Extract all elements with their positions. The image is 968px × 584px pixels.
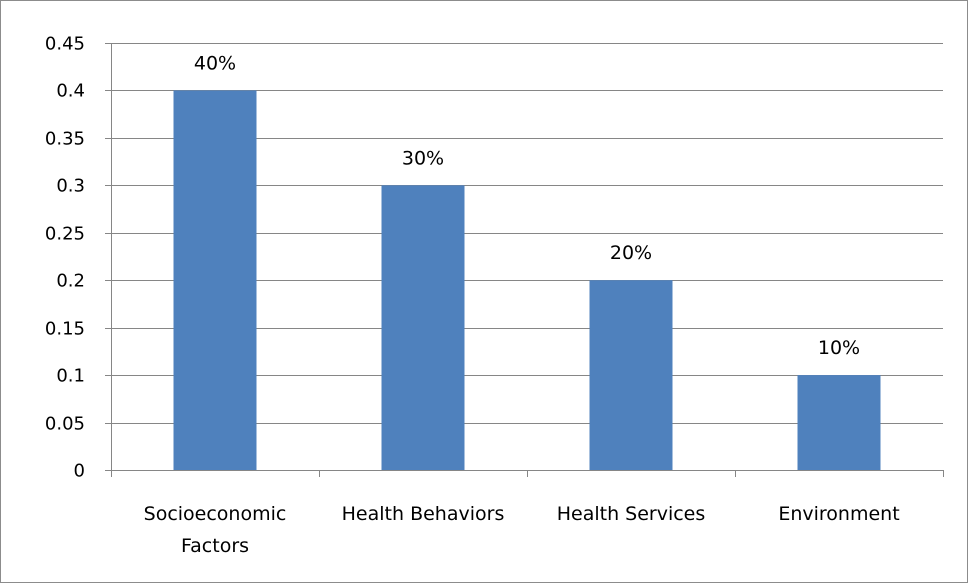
bar [173,90,257,471]
data-label: 30% [402,147,444,169]
x-category-label: Health Behaviors [342,503,505,525]
x-category-label: Socioeconomic [144,503,287,525]
y-tick-label: 0.4 [56,81,85,102]
bar [381,185,465,471]
bars [173,90,881,471]
bar [589,280,673,470]
y-tick-label: 0.15 [45,319,85,340]
y-tick-label: 0.05 [45,414,85,435]
y-tick-label: 0.1 [56,366,85,387]
data-label: 40% [194,52,236,74]
y-tick-label: 0.45 [45,34,85,55]
x-category-labels: Socioeconomic Factors Health Behaviors Heal… [144,503,900,557]
axes [111,43,944,477]
y-tick-label: 0 [74,461,85,482]
data-labels: 40% 30% 20% 10% [194,52,860,359]
y-tick-label: 0.35 [45,129,85,150]
bar [797,375,881,470]
data-label: 10% [818,337,860,359]
x-category-label: Environment [778,503,899,525]
y-tick-labels: 0 0.05 0.1 0.15 0.2 0.25 0.3 0.35 0.4 0.45 [45,34,85,482]
y-tick-label: 0.2 [56,271,85,292]
data-label: 20% [610,242,652,264]
y-tick-label: 0.25 [45,224,85,245]
x-category-label: Health Services [557,503,706,525]
y-tick-label: 0.3 [56,176,85,197]
x-category-label: Factors [181,535,249,557]
